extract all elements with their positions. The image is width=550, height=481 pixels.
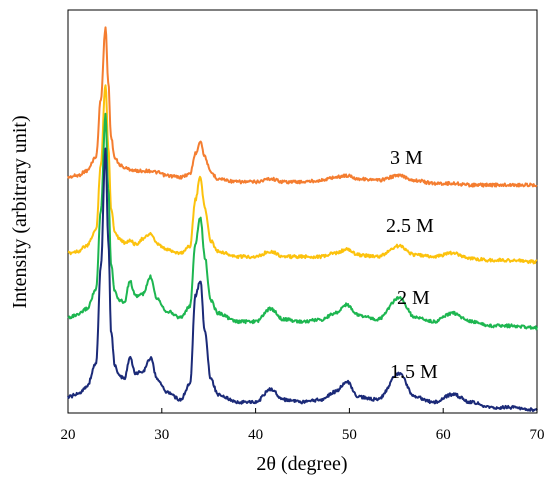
x-axis-title: 2θ (degree) [256, 453, 347, 475]
series-line-3-m [67, 26, 538, 188]
x-axis-ticks: 20 30 40 50 60 70 [61, 408, 545, 443]
series-line-2-5-m [67, 84, 538, 265]
y-axis-title: Intensity (arbitrary unit) [9, 115, 31, 308]
x-tick-label: 30 [154, 427, 169, 443]
series-layer [67, 26, 538, 413]
plot-frame [67, 9, 538, 414]
series-label: 3 M [390, 147, 423, 169]
x-tick-label: 60 [436, 427, 451, 443]
series-labels: 3 M 2.5 M 2 M 1.5 M [386, 147, 438, 383]
series-line-2-m [67, 112, 538, 331]
x-tick-label: 40 [248, 427, 263, 443]
x-tick-label: 50 [342, 427, 357, 443]
series-label: 2.5 M [386, 215, 434, 237]
series-label: 1.5 M [390, 361, 438, 383]
series-line-1-5-m [67, 147, 538, 413]
x-tick-label: 20 [61, 427, 76, 443]
series-label: 2 M [397, 287, 430, 309]
x-tick-label: 70 [530, 427, 545, 443]
